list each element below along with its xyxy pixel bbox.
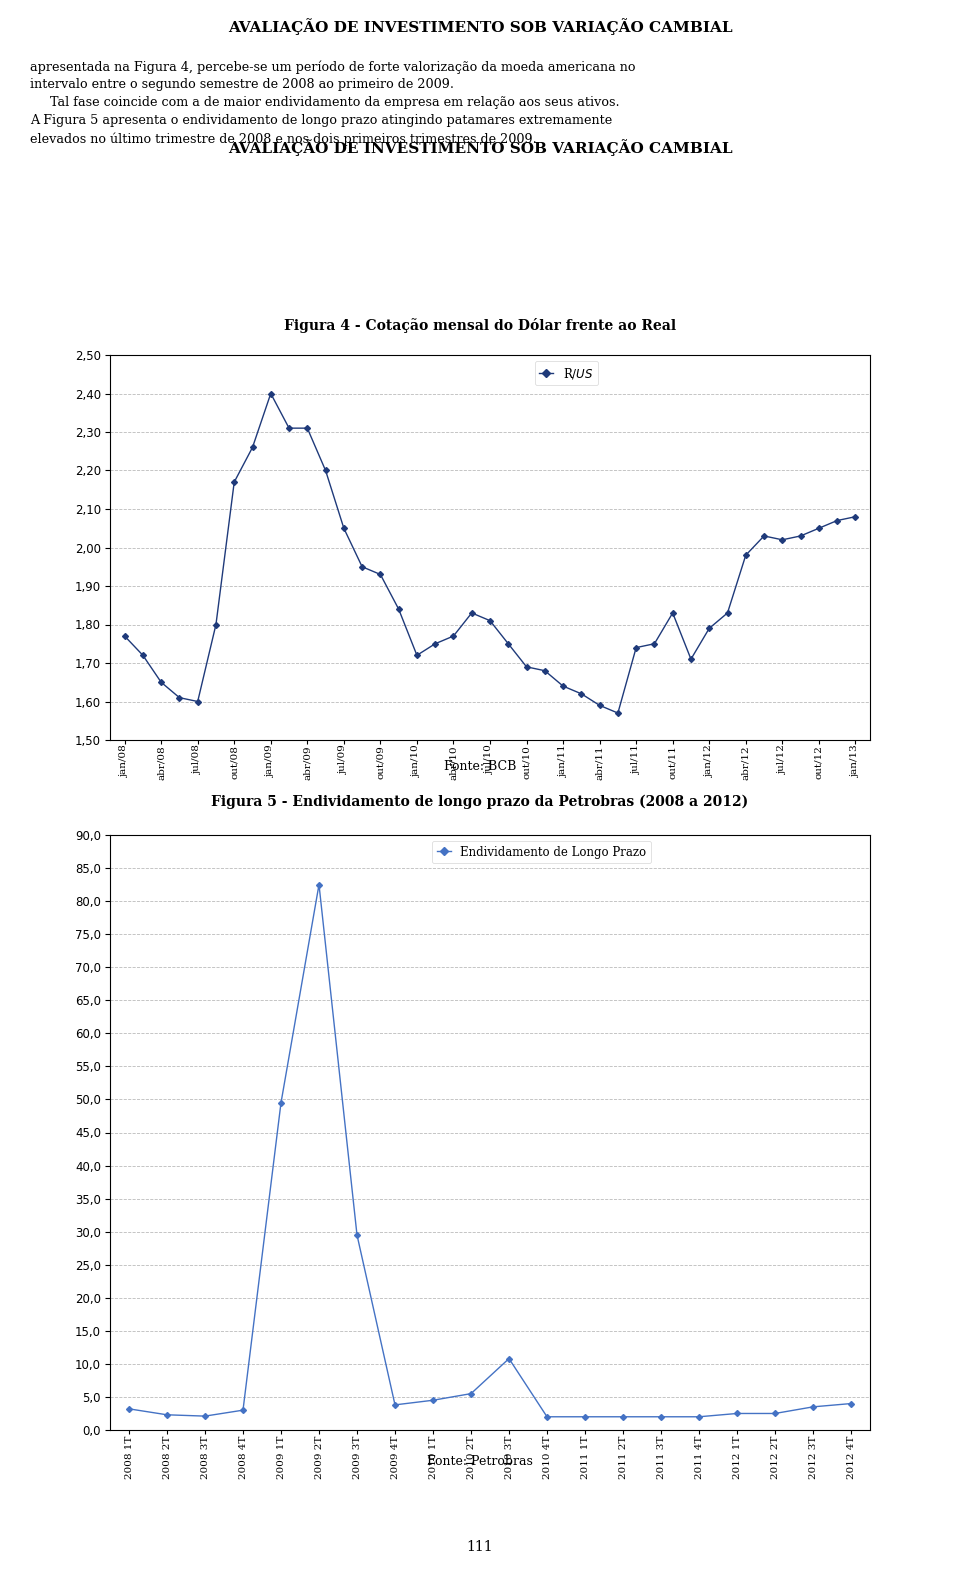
- Text: Figura 5 - Endividamento de longo prazo da Petrobras (2008 a 2012): Figura 5 - Endividamento de longo prazo …: [211, 795, 749, 809]
- Text: intervalo entre o segundo semestre de 2008 ao primeiro de 2009.: intervalo entre o segundo semestre de 20…: [30, 77, 454, 91]
- Legend: Endividamento de Longo Prazo: Endividamento de Longo Prazo: [432, 841, 651, 863]
- Text: A Figura 5 apresenta o endividamento de longo prazo atingindo patamares extremam: A Figura 5 apresenta o endividamento de …: [30, 114, 612, 128]
- Text: elevados no último trimestre de 2008 e nos dois primeiros trimestres de 2009.: elevados no último trimestre de 2008 e n…: [30, 132, 537, 145]
- Text: Fonte: Petrobras: Fonte: Petrobras: [427, 1456, 533, 1468]
- Text: AVALIAÇÃO DE INVESTIMENTO SOB VARIAÇÃO CAMBIAL: AVALIAÇÃO DE INVESTIMENTO SOB VARIAÇÃO C…: [228, 139, 732, 156]
- Legend: R$ / US$: R$ / US$: [535, 361, 598, 385]
- Text: AVALIAÇÃO DE INVESTIMENTO SOB VARIAÇÃO CAMBIAL: AVALIAÇÃO DE INVESTIMENTO SOB VARIAÇÃO C…: [228, 17, 732, 35]
- Text: Tal fase coincide com a de maior endividamento da empresa em relação aos seus at: Tal fase coincide com a de maior endivid…: [30, 96, 619, 109]
- Text: Figura 4 - Cotação mensal do Dólar frente ao Real: Figura 4 - Cotação mensal do Dólar frent…: [284, 319, 676, 333]
- Text: Fonte: BCB: Fonte: BCB: [444, 760, 516, 773]
- Text: apresentada na Figura 4, percebe-se um período de forte valorização da moeda ame: apresentada na Figura 4, percebe-se um p…: [30, 60, 636, 74]
- Text: 111: 111: [467, 1541, 493, 1553]
